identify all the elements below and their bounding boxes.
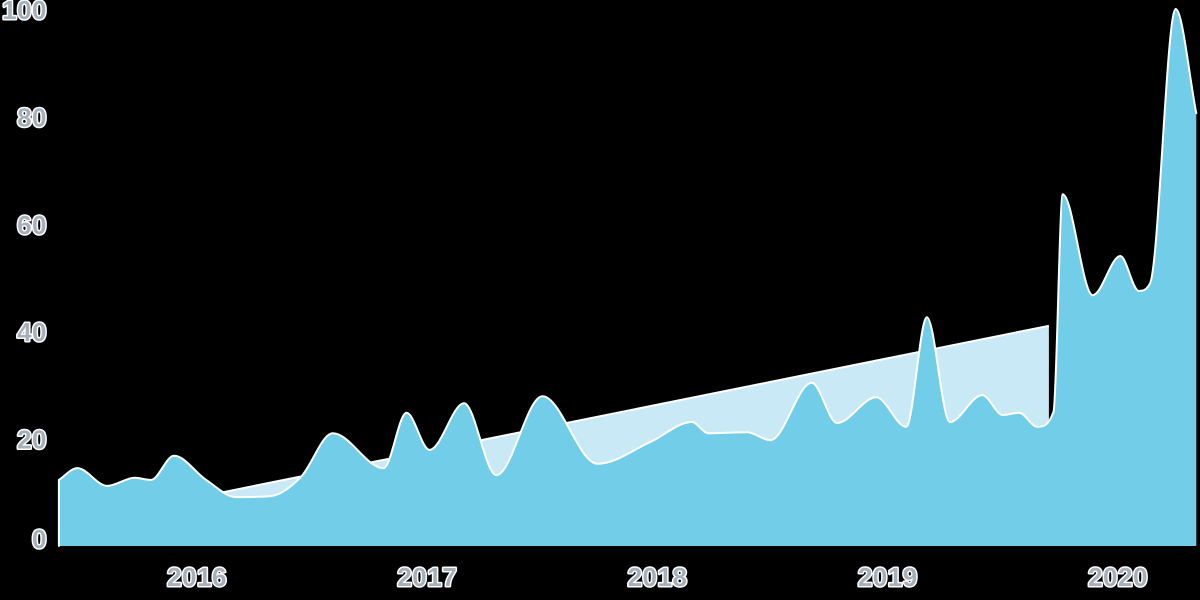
series-area-fill [58,9,1197,546]
series-layer [57,8,1198,547]
x-axis-label-2019: 2019 [858,562,918,592]
x-axis-label-2018: 2018 [628,562,688,592]
y-axis-label-60: 60 [17,210,47,240]
y-axis-label-40: 40 [17,317,47,347]
x-axis-label-2017: 2017 [397,562,457,592]
y-axis-label-0: 0 [32,524,47,554]
x-axis-label-2020: 2020 [1088,562,1148,592]
series-line [57,8,1198,547]
x-axis-label-2016: 2016 [167,562,227,592]
y-axis: 0 20 40 60 80 100 [1,0,48,556]
y-axis-label-100: 100 [2,0,47,25]
y-axis-label-20: 20 [17,425,47,455]
x-axis: 2016 2017 2018 2019 2020 [166,561,1149,594]
y-axis-label-80: 80 [17,102,47,132]
